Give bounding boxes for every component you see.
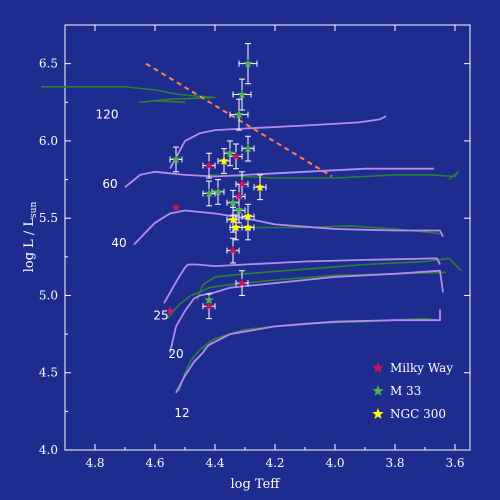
star-point — [237, 278, 247, 288]
star-point — [243, 58, 253, 68]
star-point — [228, 245, 238, 255]
legend-star-icon — [372, 408, 384, 419]
green-evolution-tracks — [41, 86, 462, 392]
x-tick-label: 4.0 — [325, 456, 344, 470]
purple-track — [163, 257, 441, 304]
green-track — [41, 86, 216, 104]
star-point — [255, 182, 265, 192]
x-tick-label: 4.8 — [85, 456, 104, 470]
star-point — [171, 154, 181, 164]
legend: Milky Way M 33 NGC 300 — [372, 361, 453, 421]
mass-label: 40 — [111, 236, 126, 250]
star-point — [204, 301, 214, 311]
mass-label: 20 — [168, 347, 183, 361]
star-point — [219, 156, 229, 165]
y-axis-title: log L / Lsun — [22, 202, 39, 273]
y-tick-label: 5.5 — [39, 211, 58, 225]
star-point — [234, 191, 244, 201]
mass-label: 120 — [96, 108, 119, 122]
data-points — [165, 58, 265, 315]
star-point — [204, 188, 214, 198]
star-point — [234, 109, 244, 119]
star-point — [171, 202, 181, 212]
mass-label: 60 — [102, 177, 117, 191]
y-axis-title-main: log L / L — [22, 218, 37, 273]
y-axis-title-subscript: sun — [29, 202, 39, 218]
star-point — [231, 151, 241, 161]
x-tick-label: 3.8 — [385, 456, 404, 470]
star-point — [231, 222, 241, 232]
mass-labels: 120 60 40 25 20 12 — [96, 108, 190, 420]
x-axis-title: log Teff — [230, 477, 281, 492]
purple-track — [169, 269, 444, 353]
star-point — [165, 305, 175, 315]
y-tick-label: 6.0 — [39, 134, 58, 148]
purple-track — [133, 209, 444, 246]
star-point — [204, 295, 214, 305]
star-point — [228, 214, 238, 224]
purple-track — [124, 167, 434, 188]
green-track — [196, 257, 462, 301]
purple-evolution-tracks — [124, 115, 444, 394]
x-tick-label: 4.4 — [205, 456, 224, 470]
mass-label: 12 — [174, 406, 189, 420]
star-point — [228, 197, 238, 207]
y-tick-label: 6.5 — [39, 57, 58, 71]
star-point — [243, 143, 253, 153]
star-point — [243, 222, 253, 232]
x-axis: 4.8 4.6 4.4 4.2 4.0 3.8 3.6 — [64, 25, 465, 470]
purple-track — [169, 115, 387, 170]
green-track — [178, 317, 438, 392]
legend-label: NGC 300 — [390, 407, 446, 421]
star-point — [237, 89, 247, 99]
star-point — [204, 160, 214, 170]
star-point — [237, 179, 247, 189]
legend-label: Milky Way — [390, 361, 453, 375]
legend-label: M 33 — [390, 384, 421, 398]
star-point — [225, 148, 235, 158]
star-point — [213, 186, 223, 196]
y-tick-label: 4.0 — [39, 443, 58, 457]
x-tick-label: 3.6 — [445, 456, 464, 470]
green-track — [208, 171, 459, 181]
y-tick-label: 5.0 — [39, 288, 58, 302]
star-point — [234, 205, 244, 215]
mass-label: 25 — [153, 309, 168, 323]
plot-area-frame — [64, 24, 471, 451]
x-tick-label: 4.2 — [265, 456, 284, 470]
y-axis: 4.0 4.5 5.0 5.5 6.0 6.5 — [39, 57, 470, 457]
legend-star-icon — [372, 385, 384, 396]
legend-star-icon — [372, 362, 384, 373]
x-tick-label: 4.6 — [145, 456, 164, 470]
y-tick-label: 4.5 — [39, 366, 58, 380]
star-point — [243, 211, 253, 221]
purple-track — [175, 309, 441, 394]
